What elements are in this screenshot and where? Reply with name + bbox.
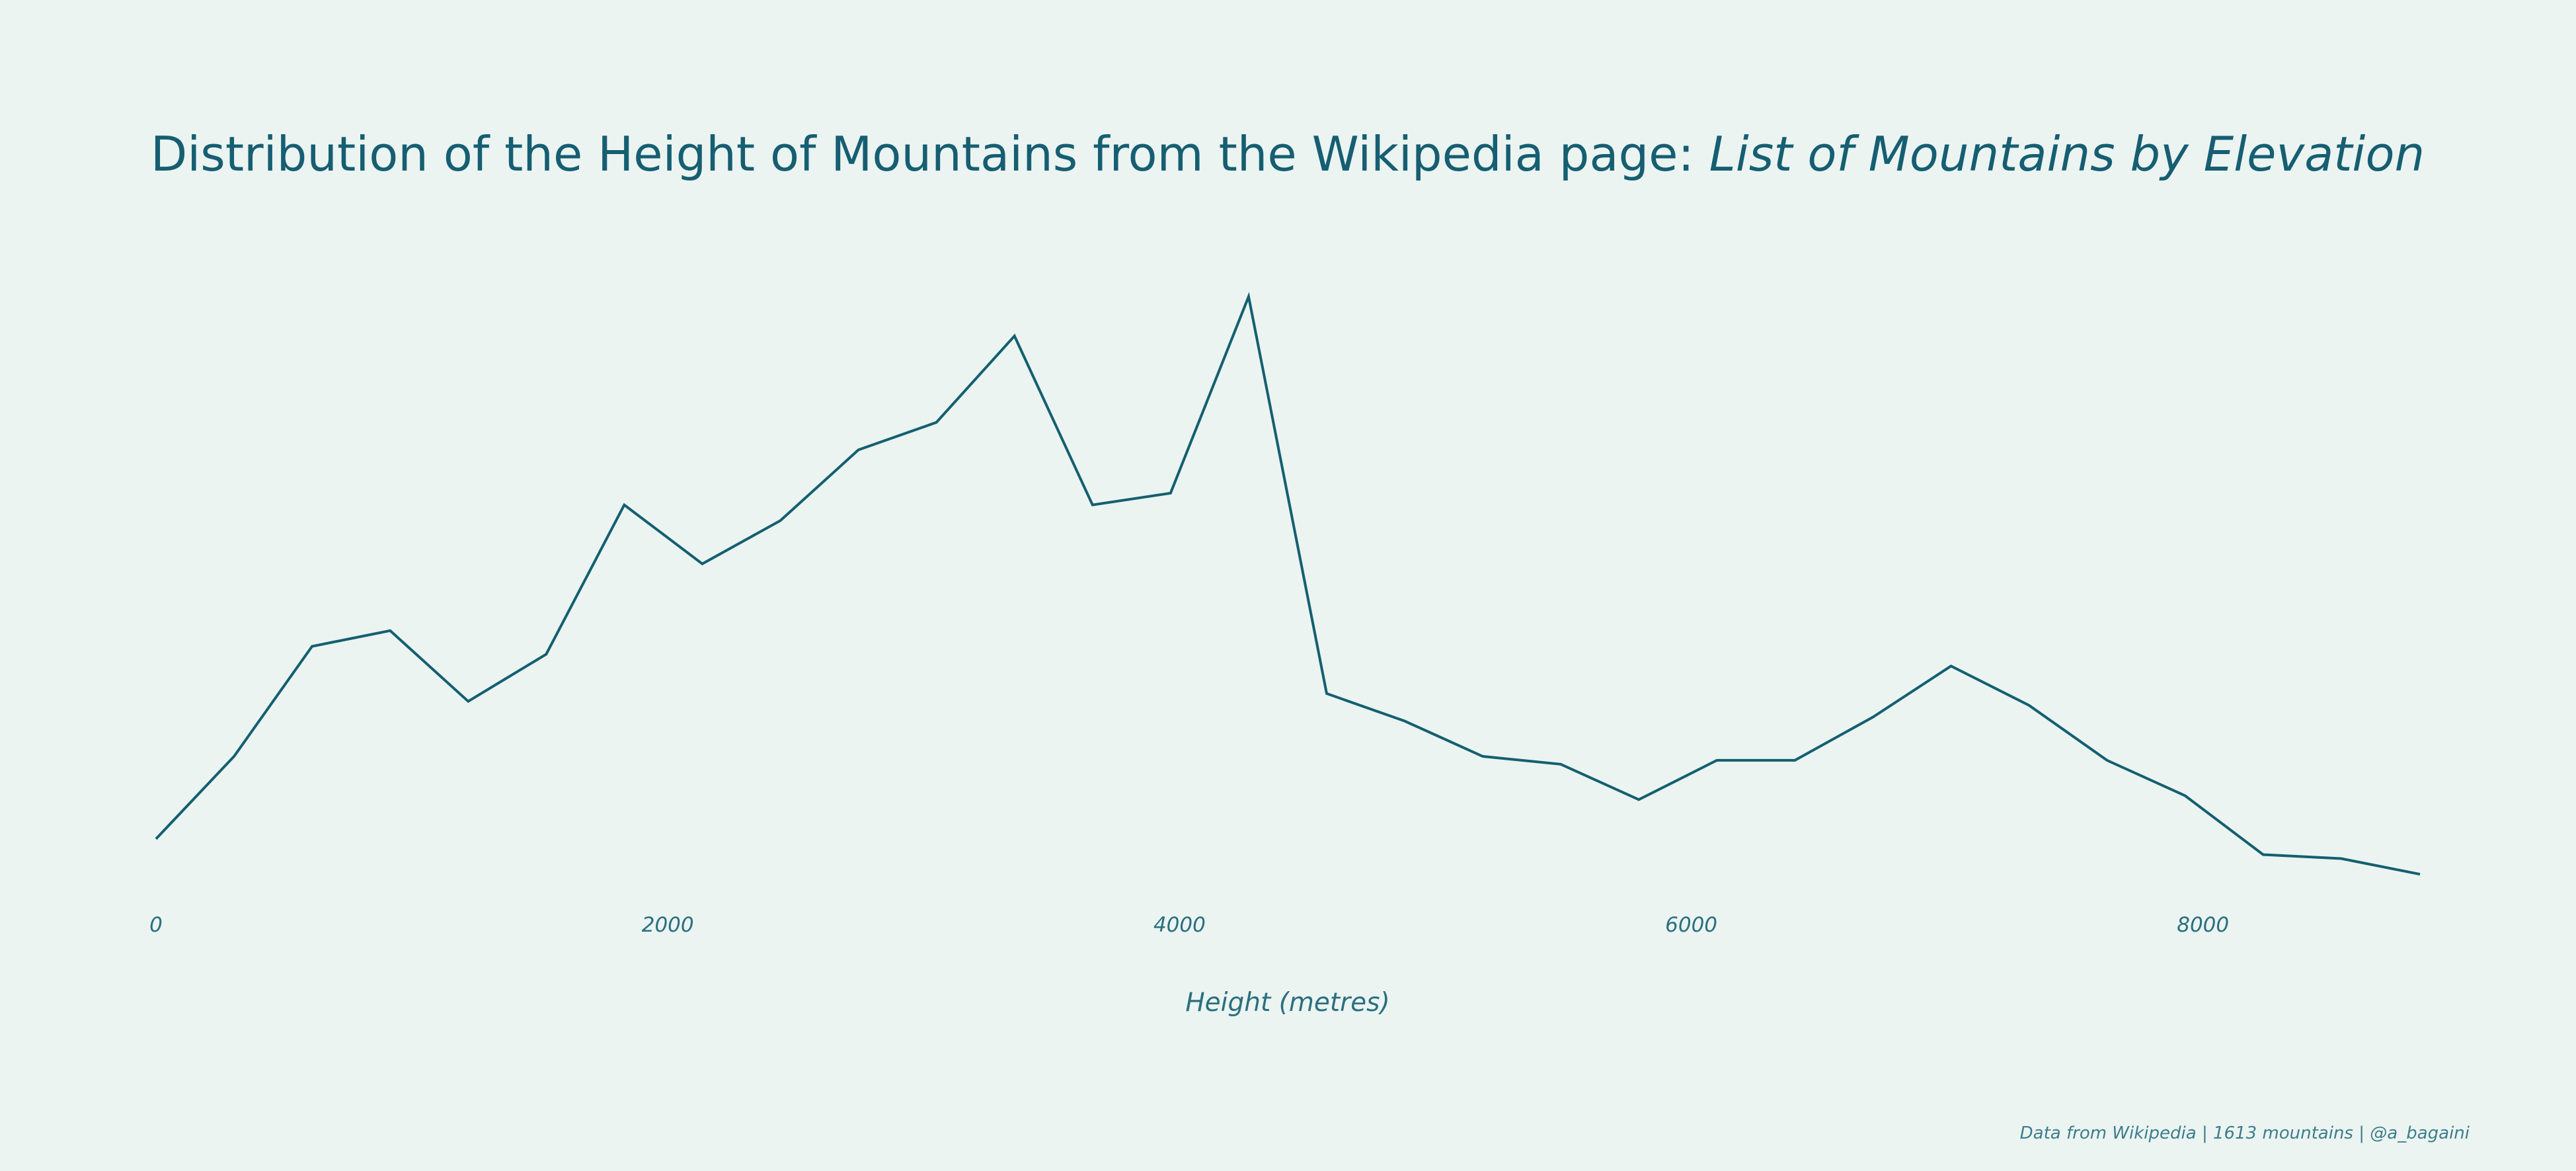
x-tick-label: 8000 xyxy=(2177,913,2229,937)
x-tick-label: 2000 xyxy=(642,913,694,937)
chart-title: Distribution of the Height of Mountains … xyxy=(151,126,2425,182)
series-group xyxy=(155,292,2421,876)
series-line-0 xyxy=(155,292,2421,876)
x-tick-label: 6000 xyxy=(1665,913,1717,937)
chart-title-main: Distribution of the Height of Mountains … xyxy=(151,126,1694,182)
footer-credit: Data from Wikipedia | 1613 mountains | @… xyxy=(2020,1123,2470,1143)
x-tick-label: 4000 xyxy=(1153,913,1206,937)
x-tick-label: 0 xyxy=(149,913,163,937)
chart-title-italic: List of Mountains by Elevation xyxy=(1709,126,2425,182)
x-axis-label: Height (metres) xyxy=(1185,988,1389,1018)
x-axis-ticks: 0 2000 4000 6000 8000 xyxy=(149,913,2229,937)
